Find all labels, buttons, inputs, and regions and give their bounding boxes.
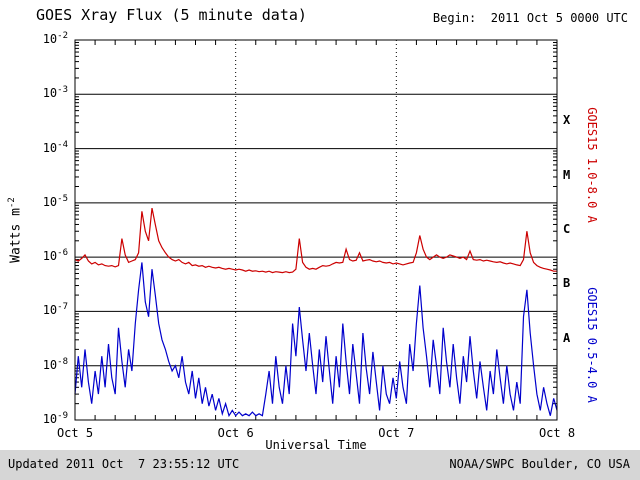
flare-class-label: X — [563, 113, 571, 128]
y-tick-label: 10-8 — [42, 356, 68, 372]
updated-timestamp: Updated 2011 Oct 7 23:55:12 UTC — [8, 457, 240, 471]
x-tick-label: Oct 6 — [217, 426, 254, 440]
flare-class-label: A — [563, 330, 571, 345]
x-tick-label: Oct 5 — [56, 426, 94, 440]
chart-title: GOES Xray Flux (5 minute data) — [36, 6, 307, 24]
y-tick-label: 10-7 — [42, 302, 68, 318]
flare-class-label: C — [563, 222, 571, 236]
y-tick-label: 10-5 — [42, 193, 68, 209]
begin-time-label: Begin: 2011 Oct 5 0000 UTC — [432, 11, 628, 25]
goes-long-label: GOES15 1.0-8.0 A — [585, 107, 599, 223]
y-tick-label: 10-2 — [42, 31, 68, 46]
x-tick-label: Oct 8 — [538, 426, 576, 440]
goes-short-series-line — [74, 262, 558, 418]
y-tick-label: 10-3 — [42, 85, 68, 101]
flare-class-label: B — [563, 276, 571, 291]
plot-frame — [74, 39, 558, 421]
y-tick-label: 10-6 — [42, 248, 68, 264]
x-tick-label: Oct 7 — [378, 426, 415, 440]
x-axis-label: Universal Time — [265, 438, 367, 452]
goes-long-series-line — [74, 207, 557, 274]
y-tick-label: 10-9 — [42, 411, 68, 426]
y-tick-label: 10-4 — [42, 139, 68, 155]
goes-short-label: GOES15 0.5-4.0 A — [585, 287, 599, 403]
flare-class-label: M — [563, 167, 571, 182]
source-attribution: NOAA/SWPC Boulder, CO USA — [449, 457, 630, 471]
footer-bar: Updated 2011 Oct 7 23:55:12 UTC NOAA/SWP… — [0, 450, 640, 480]
